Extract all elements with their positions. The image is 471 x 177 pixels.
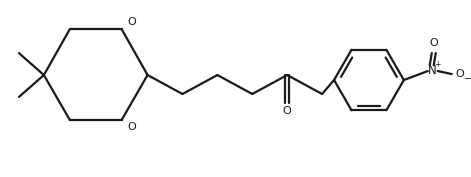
Text: O: O (455, 69, 464, 79)
Text: O: O (283, 106, 292, 116)
Text: −: − (463, 74, 471, 84)
Text: +: + (435, 60, 441, 68)
Text: O: O (430, 38, 438, 48)
Text: N: N (427, 64, 436, 77)
Text: O: O (127, 122, 136, 132)
Text: O: O (127, 17, 136, 27)
